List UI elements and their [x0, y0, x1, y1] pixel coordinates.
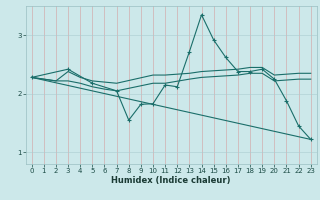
X-axis label: Humidex (Indice chaleur): Humidex (Indice chaleur) — [111, 176, 231, 185]
